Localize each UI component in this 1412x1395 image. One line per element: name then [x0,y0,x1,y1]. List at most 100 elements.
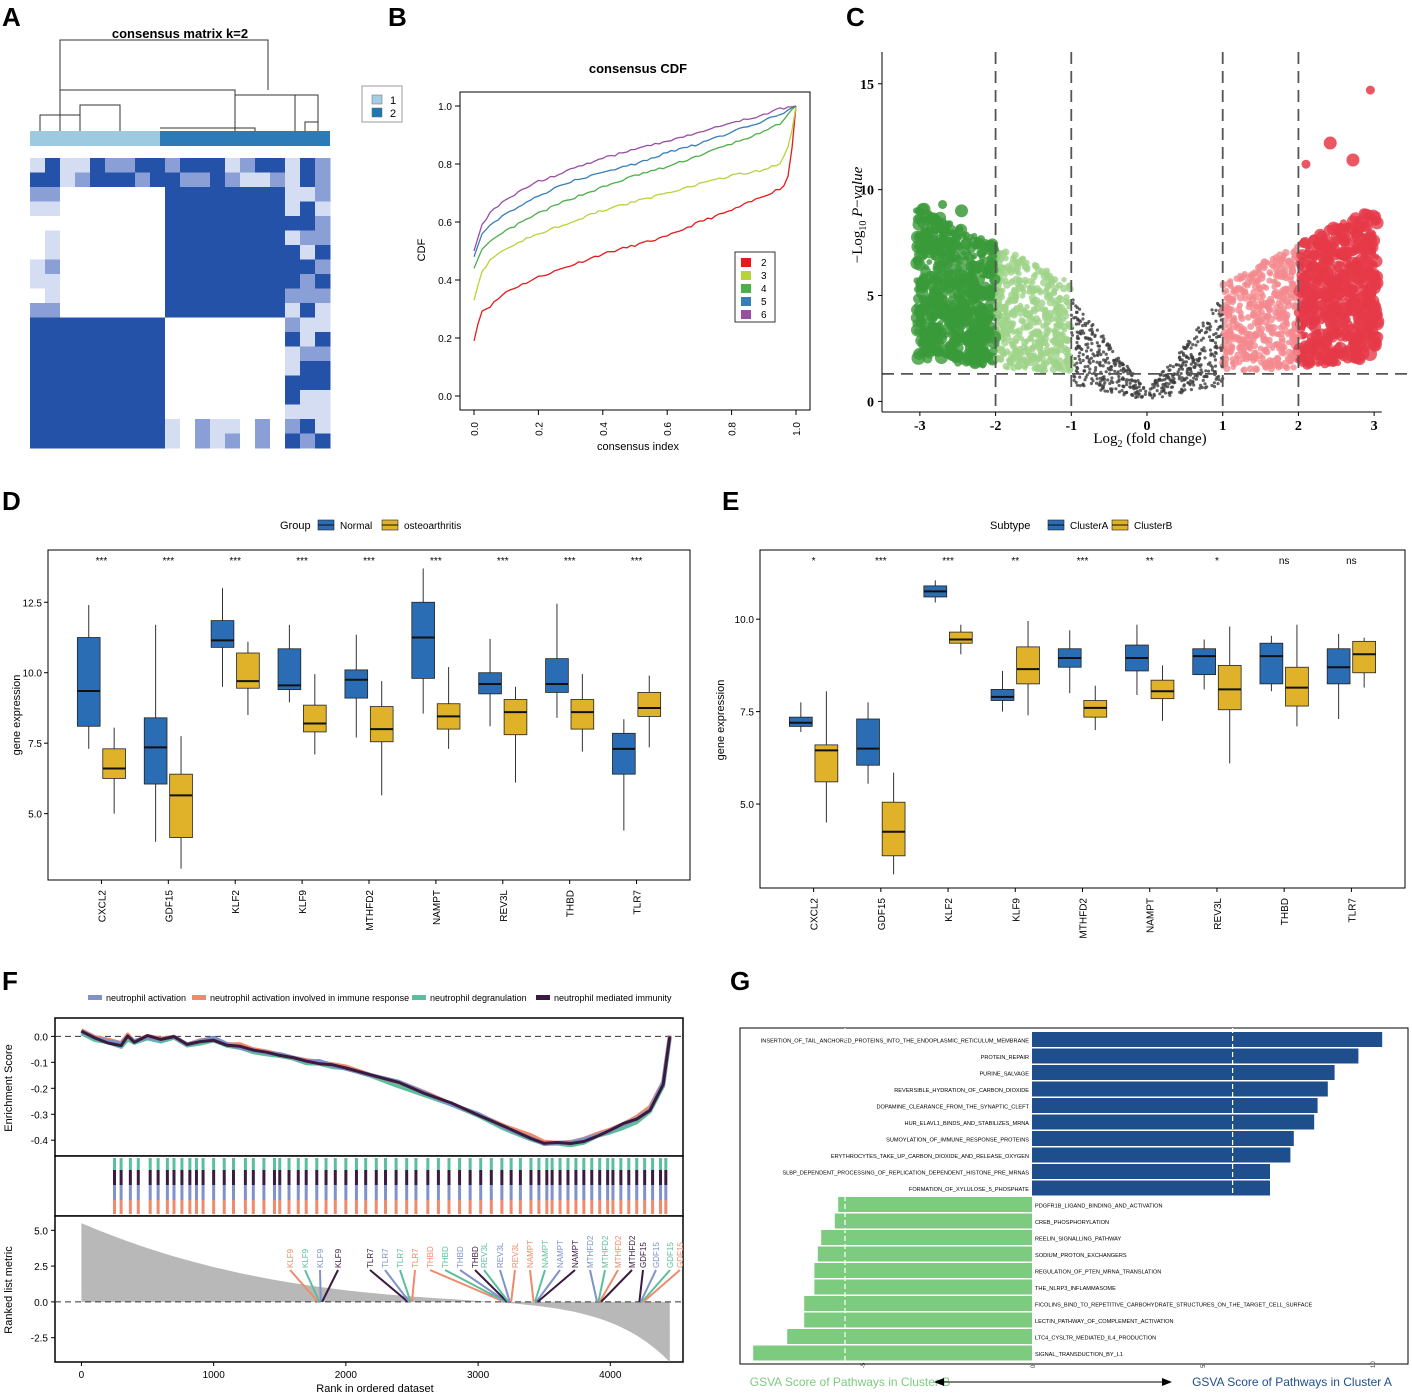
gene-connector [384,1269,411,1303]
heatmap-cell [240,390,256,405]
volcano-point [1075,383,1079,387]
heatmap-cell [285,187,301,202]
volcano-point [1177,377,1181,381]
volcano-point [1099,352,1103,357]
volcano-point [1042,360,1049,367]
box-osteoarthritis-tlr7 [637,692,662,717]
box-clustera-rev3l [1192,648,1216,676]
gene-connector [321,1269,339,1303]
volcano-point [1078,384,1082,388]
volcano-point [1117,383,1121,388]
hit-bar [405,1170,409,1185]
volcano-point [1174,363,1179,367]
significance-thbd: ns [1279,556,1290,567]
heatmap-cell [105,201,121,217]
heatmap-cell [45,346,61,362]
box-normal-nampt [411,601,435,679]
volcano-point [1074,347,1078,351]
volcano-point [1107,361,1111,365]
volcano-point [1013,258,1020,265]
heatmap-cell [195,201,211,217]
heatmap-cell [120,187,136,202]
gene-connector [483,1269,510,1303]
bar-label: LTC4_CYSLTR_MEDIATED_IL4_PRODUCTION [1035,1335,1156,1341]
heatmap-cell [30,288,46,304]
heatmap-cell [270,245,286,260]
volcano-point [1053,307,1059,313]
heatmap-cell [135,245,151,260]
heatmap-cell [270,303,286,318]
heatmap-cell [45,303,61,318]
volcano-point [1205,326,1209,330]
volcano-point [1101,350,1106,354]
heatmap-cell [105,404,121,420]
heatmap-cell [30,317,46,333]
volcano-point [1081,324,1085,328]
volcano-point [1082,384,1086,388]
hit-bar [315,1185,319,1200]
box-normal-cxcl2 [76,637,101,727]
hit-bar [287,1200,291,1214]
volcano-point [1357,242,1366,252]
bar-ltc4_cysltr_mediated_il4_production [787,1329,1032,1344]
volcano-point [1251,349,1258,357]
volcano-point-highlight [1323,136,1337,150]
legend-label-1: 1 [390,95,396,107]
hit-bar [627,1200,631,1214]
volcano-point [1229,317,1237,325]
volcano-point [1192,360,1196,364]
heatmap-cell [120,361,136,376]
heatmap-cell [210,288,226,304]
volcano-point [1291,304,1298,311]
hit-bar [558,1200,562,1214]
volcano-point [986,326,991,332]
hit-bar [156,1170,160,1185]
volcano-point [1120,389,1124,393]
heatmap-cell [255,390,271,405]
legend-swatch-2 [371,107,383,118]
hit-bar [287,1170,291,1185]
volcano-point [1240,367,1246,373]
bar-label: FORMATION_OF_XYLULOSE_5_PHOSPHATE [909,1187,1029,1193]
heatmap-cell [75,245,91,260]
volcano-point [1167,376,1171,380]
heatmap-cell [240,303,256,318]
volcano-point [1004,348,1011,355]
heatmap-cell [225,346,241,362]
hit-bar [212,1185,216,1200]
hit-bar [156,1200,160,1214]
x-tick-label: 5 [1201,1364,1207,1368]
volcano-point [1088,337,1092,341]
volcano-point [1189,388,1193,392]
volcano-point [1025,321,1034,330]
hit-bar [194,1170,198,1185]
volcano-point [1317,272,1326,281]
volcano-point [1044,325,1050,332]
hit-bar [201,1185,205,1200]
hit-bar [324,1158,328,1170]
volcano-point [1117,374,1121,379]
heatmap-cell [75,172,91,188]
hit-bar [635,1200,639,1214]
panel-f-xlabel: Rank in ordered dataset [316,1383,433,1395]
x-tick-label-nampt: NAMPT [432,890,443,925]
legend-swatch-k2 [741,258,751,267]
heatmap-cell [180,375,196,391]
panel-a-consensus-heatmap: consensus matrix k=2 1 2 [30,26,403,449]
heatmap-cell [270,332,286,347]
hit-bar [545,1200,549,1214]
volcano-point [1167,382,1171,386]
volcano-point [1309,304,1315,310]
volcano-point [921,232,934,245]
x-tick-label: 1000 [203,1370,226,1381]
volcano-point [1289,263,1296,270]
heatmap-cell [60,390,76,405]
hit-bar [566,1200,570,1214]
volcano-point [1066,366,1072,373]
hit-bar [550,1170,554,1185]
volcano-point [1103,389,1107,393]
heatmap-cell [120,433,136,449]
hit-bar [136,1170,140,1185]
volcano-point [1279,305,1288,313]
